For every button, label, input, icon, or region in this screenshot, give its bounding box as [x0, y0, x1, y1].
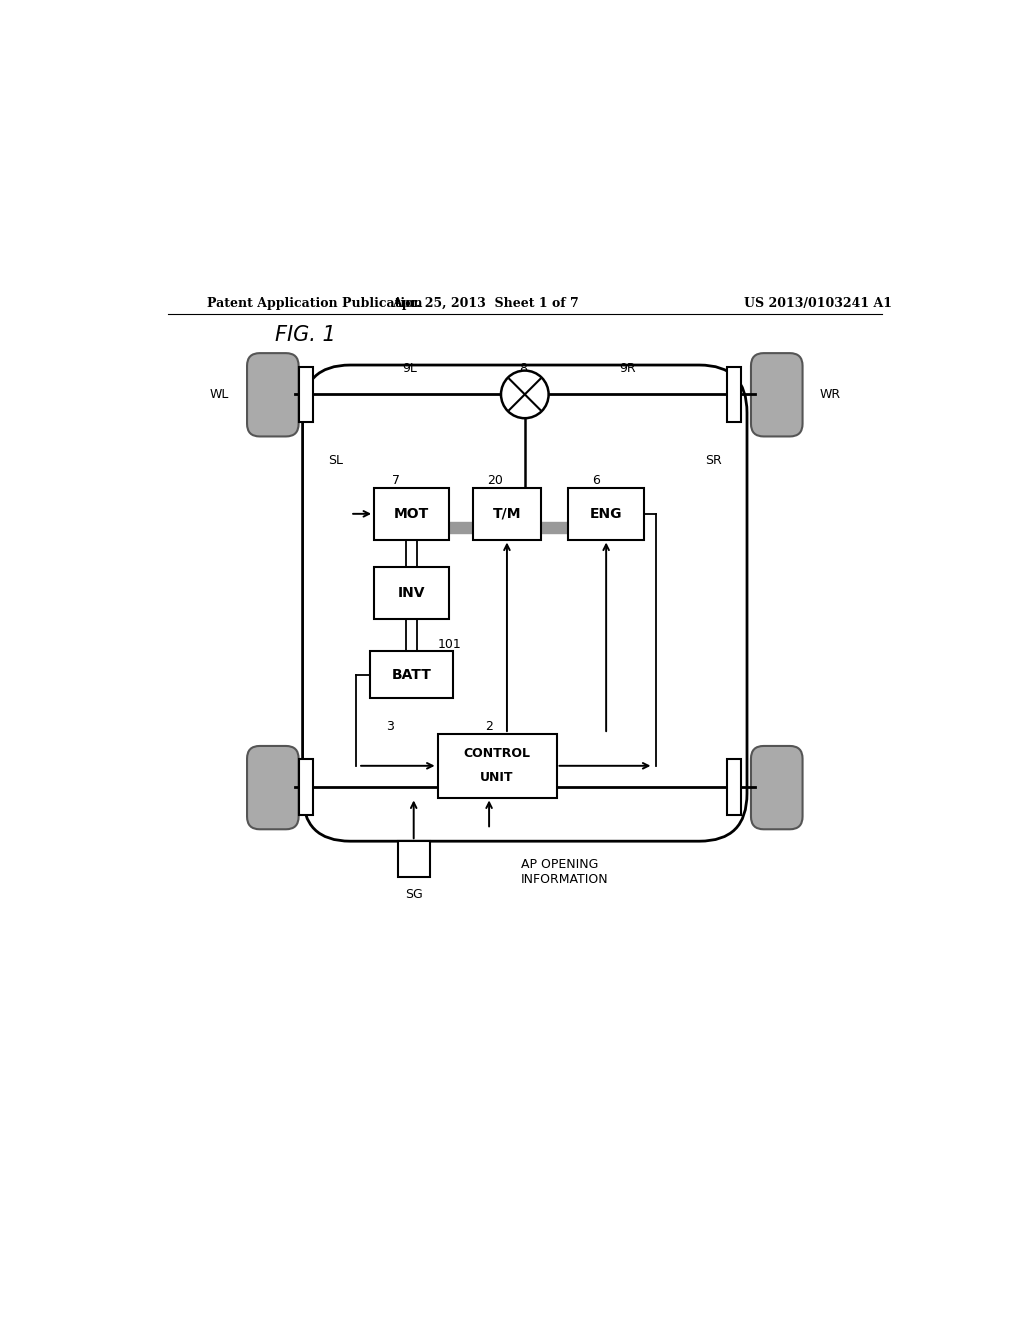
Text: 9R: 9R	[620, 363, 636, 375]
Bar	[473, 488, 541, 540]
Text: 2: 2	[485, 719, 493, 733]
FancyBboxPatch shape	[303, 366, 748, 841]
Text: AP OPENING: AP OPENING	[521, 858, 598, 871]
Text: SL: SL	[329, 454, 343, 467]
FancyBboxPatch shape	[751, 746, 803, 829]
Bar	[727, 759, 741, 814]
Text: FIG. 1: FIG. 1	[274, 325, 336, 345]
Bar	[727, 367, 741, 422]
Text: Apr. 25, 2013  Sheet 1 of 7: Apr. 25, 2013 Sheet 1 of 7	[392, 297, 579, 310]
Text: SG: SG	[404, 888, 423, 900]
Bar	[299, 759, 313, 814]
FancyBboxPatch shape	[751, 354, 803, 437]
Text: US 2013/0103241 A1: US 2013/0103241 A1	[744, 297, 893, 310]
Bar	[374, 488, 450, 540]
Bar	[397, 841, 430, 876]
Bar	[370, 651, 454, 698]
Text: 9L: 9L	[402, 363, 417, 375]
Bar	[374, 568, 450, 619]
Text: SR: SR	[706, 454, 722, 467]
Text: INFORMATION: INFORMATION	[521, 873, 608, 886]
Text: WR: WR	[820, 388, 841, 401]
Text: 3: 3	[386, 719, 394, 733]
Text: MOT: MOT	[394, 507, 429, 521]
Text: BATT: BATT	[392, 668, 432, 681]
Text: 8: 8	[519, 363, 527, 375]
Circle shape	[501, 371, 549, 418]
Text: 7: 7	[392, 474, 400, 487]
Text: INV: INV	[398, 586, 425, 601]
Bar	[568, 488, 644, 540]
Text: UNIT: UNIT	[480, 771, 514, 784]
Text: WL: WL	[210, 388, 229, 401]
Text: CONTROL: CONTROL	[464, 747, 530, 760]
Bar	[299, 367, 313, 422]
Text: ENG: ENG	[590, 507, 623, 521]
Text: 20: 20	[486, 474, 503, 487]
FancyBboxPatch shape	[247, 354, 299, 437]
Text: 101: 101	[437, 638, 461, 651]
FancyBboxPatch shape	[247, 746, 299, 829]
Text: T/M: T/M	[493, 507, 521, 521]
Text: 6: 6	[592, 474, 600, 487]
Text: Patent Application Publication: Patent Application Publication	[207, 297, 423, 310]
Bar	[437, 734, 557, 797]
